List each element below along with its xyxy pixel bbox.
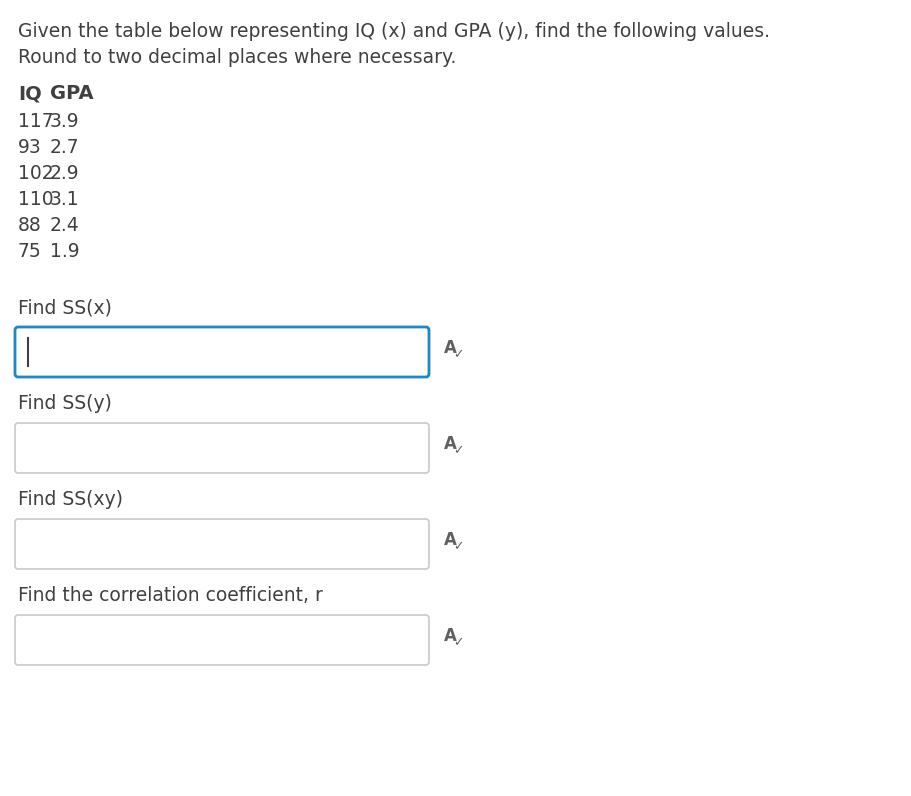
- Text: ✓: ✓: [453, 349, 463, 361]
- Text: Given the table below representing IQ (x) and GPA (y), find the following values: Given the table below representing IQ (x…: [18, 22, 769, 41]
- Text: A: A: [444, 435, 456, 453]
- Text: A: A: [444, 531, 456, 549]
- Text: Round to two decimal places where necessary.: Round to two decimal places where necess…: [18, 48, 456, 67]
- Text: Find the correlation coefficient, r: Find the correlation coefficient, r: [18, 586, 322, 605]
- Text: 75: 75: [18, 242, 42, 261]
- Text: 3.1: 3.1: [50, 190, 79, 209]
- Text: ✓: ✓: [453, 540, 463, 553]
- Text: 2.7: 2.7: [50, 138, 79, 157]
- Text: Find SS(y): Find SS(y): [18, 394, 112, 413]
- FancyBboxPatch shape: [15, 615, 428, 665]
- Text: Find SS(x): Find SS(x): [18, 298, 112, 317]
- Text: 2.4: 2.4: [50, 216, 79, 235]
- Text: 93: 93: [18, 138, 42, 157]
- Text: IQ: IQ: [18, 84, 42, 103]
- Text: A: A: [444, 627, 456, 645]
- FancyBboxPatch shape: [15, 519, 428, 569]
- Text: GPA: GPA: [50, 84, 94, 103]
- Text: 3.9: 3.9: [50, 112, 79, 131]
- FancyBboxPatch shape: [15, 423, 428, 473]
- FancyBboxPatch shape: [15, 327, 428, 377]
- Text: Find SS(xy): Find SS(xy): [18, 490, 123, 509]
- Text: ✓: ✓: [453, 637, 463, 650]
- Text: 117: 117: [18, 112, 54, 131]
- Text: A: A: [444, 339, 456, 357]
- Text: 88: 88: [18, 216, 42, 235]
- Text: 2.9: 2.9: [50, 164, 79, 183]
- Text: 1.9: 1.9: [50, 242, 79, 261]
- Text: 110: 110: [18, 190, 54, 209]
- Text: ✓: ✓: [453, 444, 463, 458]
- Text: 102: 102: [18, 164, 54, 183]
